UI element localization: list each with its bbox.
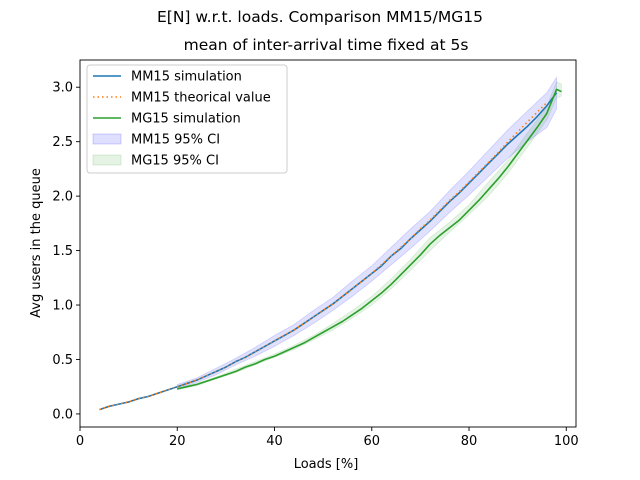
x-tick-label: 60 (363, 434, 380, 449)
legend-label: MM15 95% CI (131, 133, 220, 148)
chart-title: mean of inter-arrival time fixed at 5s (184, 36, 469, 54)
confidence-bands (176, 76, 562, 391)
y-axis-label: Avg users in the queue (29, 168, 44, 318)
ci-band-0 (176, 76, 557, 390)
y-tick-label: 2.0 (52, 190, 73, 205)
ci-band-1 (176, 81, 562, 391)
series-lines (99, 88, 562, 411)
y-axis-ticks: 0.0 0.5 1.0 1.5 2.0 2.5 3.0 (52, 81, 80, 422)
legend: MM15 simulation MM15 theorical value MG15 … (86, 64, 288, 174)
x-axis-label: Loads [%] (294, 457, 359, 472)
x-tick-label: 20 (169, 434, 186, 449)
series-line-2 (177, 88, 562, 390)
plot-area-frame (79, 59, 577, 428)
y-tick-label: 1.5 (52, 244, 73, 259)
x-tick-label: 80 (461, 434, 478, 449)
y-tick-label: 0.5 (52, 353, 73, 368)
y-tick-label: 2.5 (52, 135, 73, 150)
legend-band-handle (92, 133, 122, 145)
y-tick-label: 1.0 (52, 299, 73, 314)
y-tick-label: 0.0 (52, 407, 73, 422)
legend-label: MM15 simulation (131, 70, 242, 85)
x-tick-label: 40 (266, 434, 283, 449)
y-tick-label: 3.0 (52, 81, 73, 96)
legend-label: MG15 simulation (131, 112, 241, 127)
chart-suptitle: E[N] w.r.t. loads. Comparison MM15/MG15 (157, 8, 483, 26)
x-tick-label: 100 (554, 434, 579, 449)
legend-label: MG15 95% CI (131, 154, 219, 169)
x-tick-label: 0 (76, 434, 84, 449)
legend-label: MM15 theorical value (131, 91, 271, 106)
legend-box (86, 64, 288, 174)
series-line-1 (99, 101, 548, 411)
x-axis-ticks: 0 20 40 60 80 100 (76, 427, 579, 449)
legend-band-handle (92, 154, 122, 166)
